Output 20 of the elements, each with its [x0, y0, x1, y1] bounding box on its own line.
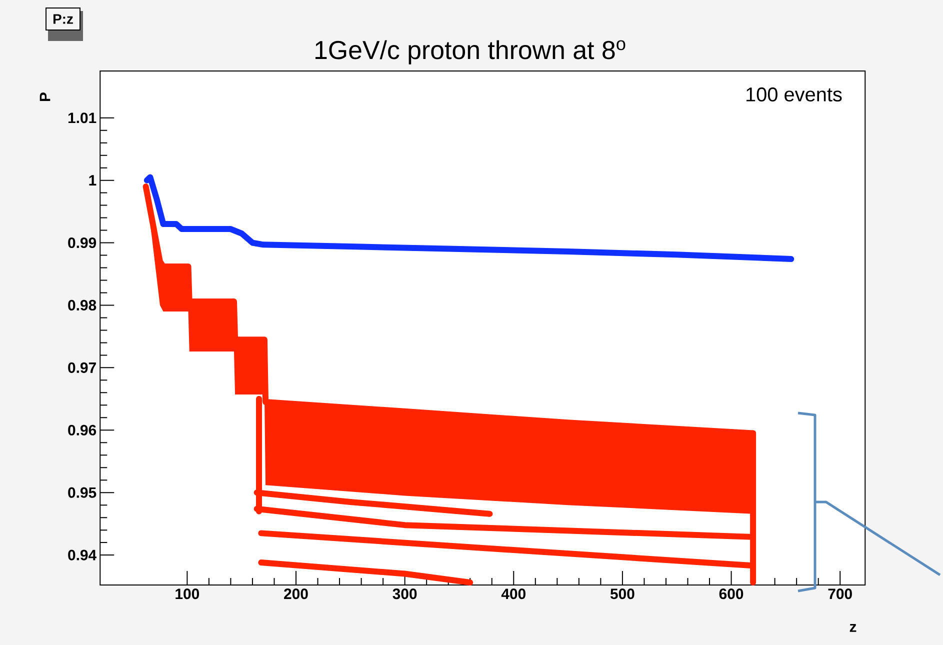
y-tick-label: 0.96: [68, 424, 96, 436]
y-tick-label: 1: [89, 175, 96, 186]
y-tick-label: 1.01: [68, 112, 96, 124]
x-tick-label: 300: [392, 588, 417, 600]
x-tick-label: 400: [501, 588, 526, 600]
y-tick-label: 0.99: [68, 237, 96, 248]
chart-title: 1GeV/c proton thrown at 8$^{o}$: [315, 40, 626, 64]
x-tick-label: 500: [610, 588, 634, 600]
x-tick-label: 100: [176, 588, 200, 600]
x-axis-title: z: [850, 624, 856, 632]
y-tick-label: 0.95: [68, 487, 96, 498]
x-tick-label: 600: [719, 588, 744, 600]
y-tick-label: 0.94: [68, 550, 97, 560]
y-tick-label: 0.98: [68, 300, 96, 311]
text: P:z: [53, 14, 73, 24]
annotation: 100 events: [746, 87, 842, 102]
y-axis-title: P: [40, 92, 50, 101]
y-tick-label: 0.97: [68, 362, 96, 373]
x-tick-label: 200: [284, 588, 308, 600]
x-tick-label: 700: [828, 588, 852, 600]
